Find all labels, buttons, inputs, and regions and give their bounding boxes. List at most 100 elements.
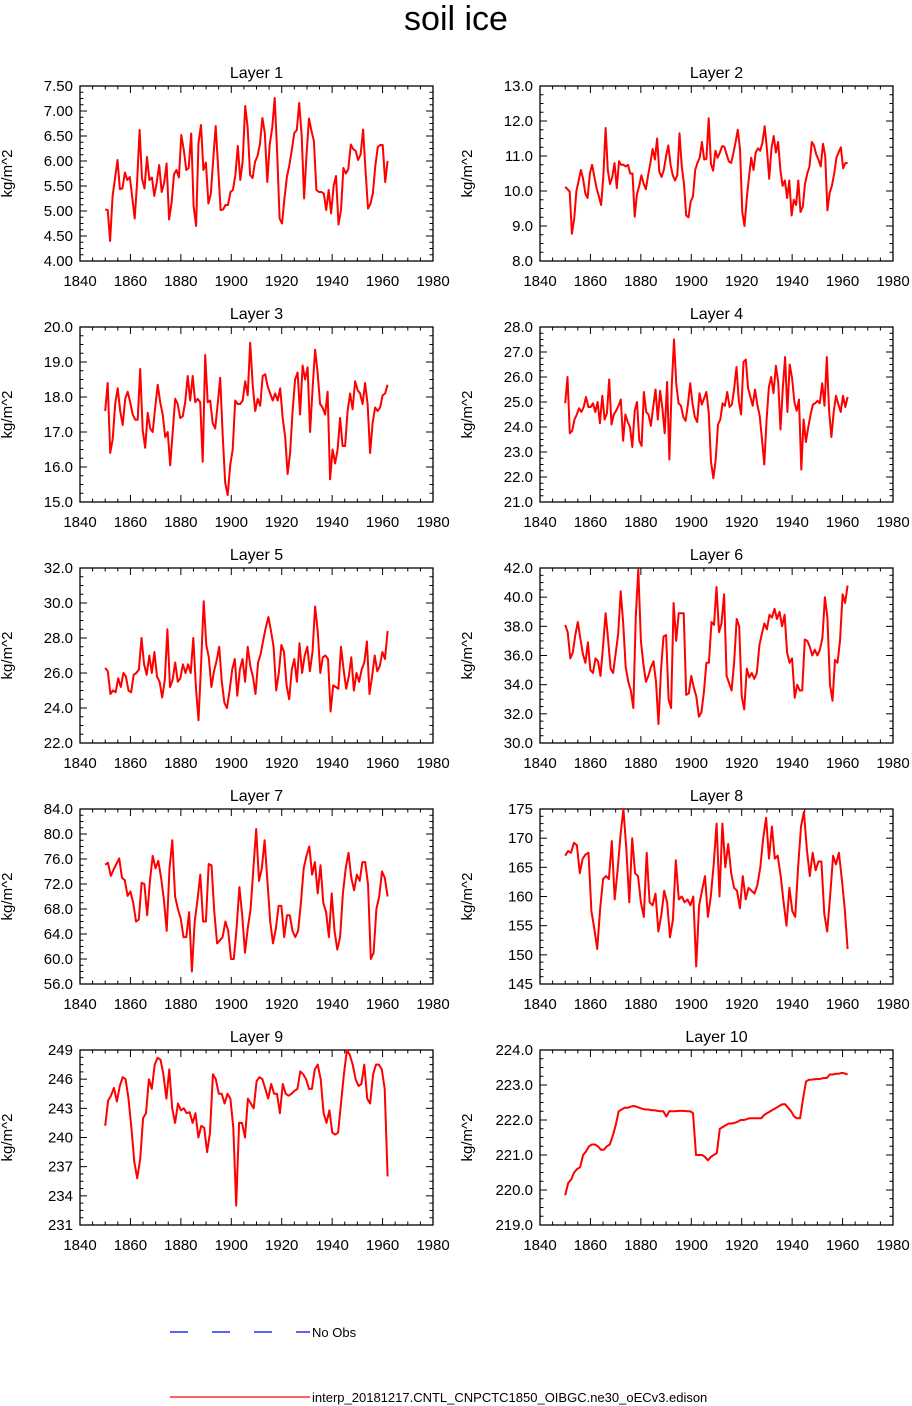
y-axis-label: kg/m^2 bbox=[0, 632, 16, 680]
plot-frame bbox=[79, 85, 434, 262]
x-tick-label: 1840 bbox=[523, 996, 556, 1013]
y-axis-label: kg/m^2 bbox=[0, 391, 16, 439]
y-tick-label: 150 bbox=[508, 947, 533, 964]
series-line bbox=[105, 97, 389, 242]
x-tick-label: 1880 bbox=[624, 755, 657, 772]
y-tick-label: 237 bbox=[48, 1159, 73, 1176]
x-tick-label: 1840 bbox=[523, 273, 556, 290]
figure-title: soil ice bbox=[404, 0, 508, 38]
y-tick-label: 234 bbox=[48, 1188, 73, 1205]
x-tick-label: 1900 bbox=[215, 514, 248, 531]
x-tick-label: 1960 bbox=[826, 273, 859, 290]
x-tick-label: 1960 bbox=[366, 1237, 399, 1254]
y-tick-label: 12.0 bbox=[504, 113, 533, 130]
y-tick-label: 11.0 bbox=[505, 148, 533, 165]
y-tick-label: 64.0 bbox=[44, 926, 73, 943]
x-tick-label: 1960 bbox=[826, 1237, 859, 1254]
x-tick-label: 1880 bbox=[164, 996, 197, 1013]
y-tick-label: 7.00 bbox=[44, 103, 73, 120]
y-tick-label: 224.0 bbox=[495, 1042, 533, 1059]
x-tick-label: 1980 bbox=[876, 514, 909, 531]
y-tick-label: 19.0 bbox=[44, 354, 73, 371]
x-tick-label: 1980 bbox=[416, 273, 449, 290]
chart-panel-2: Layer 2 1840 1860 1880 1900 1920 1940 1960 1980 8… bbox=[459, 65, 910, 290]
x-tick-label: 1880 bbox=[164, 514, 197, 531]
y-tick-label: 22.0 bbox=[44, 735, 73, 752]
x-tick-label: 1900 bbox=[215, 755, 248, 772]
panel-title: Layer 8 bbox=[690, 788, 743, 805]
x-tick-label: 1940 bbox=[315, 514, 348, 531]
x-tick-label: 1840 bbox=[523, 1237, 556, 1254]
x-tick-label: 1940 bbox=[775, 996, 808, 1013]
x-tick-label: 1900 bbox=[215, 996, 248, 1013]
chart-panel-8: Layer 8 1840 1860 1880 1900 1920 1940 1960 1980 1… bbox=[459, 788, 910, 1013]
x-tick-label: 1920 bbox=[265, 996, 298, 1013]
x-tick-label: 1920 bbox=[725, 1237, 758, 1254]
x-tick-label: 1920 bbox=[725, 273, 758, 290]
y-tick-label: 249 bbox=[48, 1042, 73, 1059]
y-tick-label: 246 bbox=[48, 1071, 73, 1088]
plot-frame bbox=[539, 1049, 894, 1226]
x-tick-label: 1960 bbox=[826, 996, 859, 1013]
x-tick-label: 1980 bbox=[416, 1237, 449, 1254]
x-tick-label: 1960 bbox=[826, 755, 859, 772]
y-tick-label: 170 bbox=[508, 830, 533, 847]
y-tick-label: 240 bbox=[48, 1130, 73, 1147]
y-axis-label: kg/m^2 bbox=[0, 1114, 16, 1162]
x-tick-label: 1920 bbox=[265, 755, 298, 772]
y-axis-label: kg/m^2 bbox=[459, 1114, 476, 1162]
series-line bbox=[104, 600, 389, 722]
x-tick-label: 1920 bbox=[725, 996, 758, 1013]
x-tick-label: 1880 bbox=[164, 755, 197, 772]
x-tick-label: 1880 bbox=[164, 273, 197, 290]
x-tick-label: 1900 bbox=[675, 273, 708, 290]
x-tick-label: 1860 bbox=[114, 514, 147, 531]
x-tick-label: 1940 bbox=[315, 1237, 348, 1254]
panel-title: Layer 5 bbox=[230, 547, 283, 564]
y-axis-label: kg/m^2 bbox=[459, 150, 476, 198]
x-tick-label: 1900 bbox=[215, 273, 248, 290]
y-tick-label: 175 bbox=[508, 801, 533, 818]
panel-title: Layer 1 bbox=[230, 65, 283, 82]
x-tick-label: 1920 bbox=[725, 514, 758, 531]
x-tick-label: 1900 bbox=[675, 755, 708, 772]
y-tick-label: 145 bbox=[508, 976, 533, 993]
legend-no-obs-label: No Obs bbox=[312, 1325, 357, 1340]
x-tick-label: 1940 bbox=[775, 514, 808, 531]
y-tick-label: 155 bbox=[508, 918, 533, 935]
chart-panel-7: Layer 7 1840 1860 1880 1900 1920 1940 1960 1980 5… bbox=[0, 788, 450, 1013]
x-tick-label: 1900 bbox=[215, 1237, 248, 1254]
x-tick-label: 1840 bbox=[63, 514, 96, 531]
chart-panel-10: Layer 10 1840 1860 1880 1900 1920 1940 1960 1980… bbox=[459, 1029, 910, 1254]
y-tick-label: 20.0 bbox=[44, 319, 73, 336]
y-tick-label: 26.0 bbox=[44, 665, 73, 682]
series-line bbox=[564, 568, 849, 725]
y-tick-label: 26.0 bbox=[504, 369, 533, 386]
x-tick-label: 1980 bbox=[876, 996, 909, 1013]
chart-panel-1: Layer 1 1840 1860 1880 1900 1920 1940 1960 1980 4… bbox=[0, 65, 450, 290]
y-tick-label: 38.0 bbox=[504, 618, 533, 635]
x-tick-label: 1960 bbox=[826, 514, 859, 531]
x-tick-label: 1840 bbox=[63, 996, 96, 1013]
chart-panel-3: Layer 3 1840 1860 1880 1900 1920 1940 1960 1980 1… bbox=[0, 306, 450, 531]
x-tick-label: 1860 bbox=[574, 1237, 607, 1254]
x-tick-label: 1980 bbox=[416, 755, 449, 772]
x-tick-label: 1860 bbox=[114, 273, 147, 290]
x-tick-label: 1860 bbox=[574, 273, 607, 290]
y-tick-label: 6.00 bbox=[44, 153, 73, 170]
x-tick-label: 1980 bbox=[416, 996, 449, 1013]
panels: Layer 1 1840 1860 1880 1900 1920 1940 1960 1980 4… bbox=[0, 65, 910, 1254]
x-tick-label: 1860 bbox=[114, 755, 147, 772]
x-tick-label: 1920 bbox=[265, 1237, 298, 1254]
x-tick-label: 1860 bbox=[574, 755, 607, 772]
y-axis-label: kg/m^2 bbox=[459, 873, 476, 921]
y-tick-label: 9.0 bbox=[512, 218, 533, 235]
plot-frame bbox=[79, 567, 434, 744]
panel-title: Layer 2 bbox=[690, 65, 743, 82]
y-tick-label: 231 bbox=[48, 1217, 73, 1234]
y-tick-label: 15.0 bbox=[44, 494, 73, 511]
y-tick-label: 13.0 bbox=[504, 78, 533, 95]
x-tick-label: 1940 bbox=[775, 273, 808, 290]
x-tick-label: 1980 bbox=[876, 755, 909, 772]
